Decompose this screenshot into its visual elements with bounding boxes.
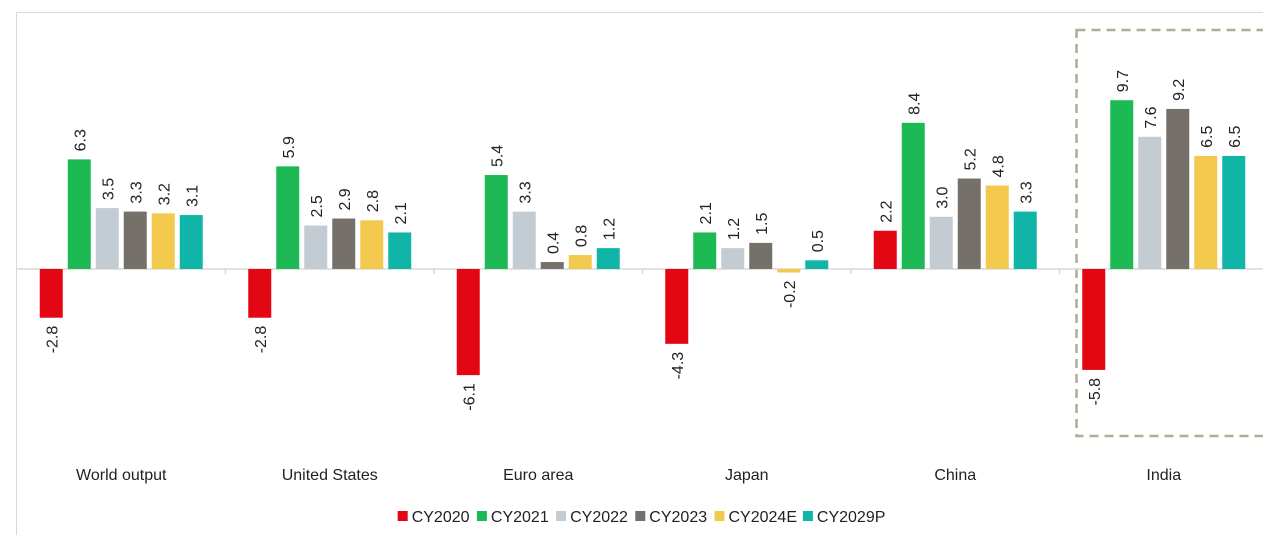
data-label: 9.2 xyxy=(1171,79,1188,101)
legend-swatch xyxy=(556,511,567,521)
data-label: 3.3 xyxy=(128,181,145,203)
legend-swatch xyxy=(397,511,408,521)
legend: CY2020 CY2021 CY2022 CY2023 CY2024E CY2029P xyxy=(397,509,886,526)
data-label: 8.4 xyxy=(906,92,923,114)
data-label: 1.2 xyxy=(726,218,743,240)
data-label: -0.2 xyxy=(782,280,799,308)
data-label: 1.2 xyxy=(601,218,618,240)
bar-cy2022-china xyxy=(929,216,953,269)
data-label: 0.8 xyxy=(573,225,590,247)
data-label: 7.6 xyxy=(1143,106,1160,128)
data-label: 3.3 xyxy=(517,181,534,203)
data-label: 3.1 xyxy=(184,185,201,207)
data-label: -4.3 xyxy=(670,352,687,380)
bar-cy2020-united-states xyxy=(248,269,272,318)
data-label: 3.3 xyxy=(1018,181,1035,203)
category-label: United States xyxy=(282,467,378,484)
bar-cy2024e-euro-area xyxy=(568,255,592,269)
bar-cy2021-united-states xyxy=(276,166,300,269)
legend-swatch xyxy=(635,511,646,521)
category-label: Euro area xyxy=(503,467,573,484)
bar-cy2024e-japan xyxy=(777,269,801,273)
data-label: 5.4 xyxy=(489,145,506,167)
bar-cy2029p-india xyxy=(1222,155,1246,269)
legend-label: CY2029P xyxy=(817,509,886,526)
bar-cy2023-japan xyxy=(749,242,773,269)
bar-cy2024e-world-output xyxy=(151,213,175,269)
bar-cy2022-india xyxy=(1138,136,1162,269)
bar-cy2020-china xyxy=(873,230,897,269)
data-label: 6.5 xyxy=(1199,126,1216,148)
bar-cy2023-world-output xyxy=(123,211,147,269)
bar-cy2021-japan xyxy=(693,232,717,269)
data-label: 9.7 xyxy=(1115,70,1132,92)
bar-cy2020-world-output xyxy=(39,269,63,318)
data-label: 2.5 xyxy=(309,195,326,217)
bar-cy2021-world-output xyxy=(67,159,91,269)
category-label: India xyxy=(1146,467,1181,484)
bar-cy2022-united-states xyxy=(304,225,328,269)
chart-frame xyxy=(16,12,1263,535)
data-label: 1.5 xyxy=(754,213,771,235)
data-label: 2.9 xyxy=(337,188,354,210)
bar-cy2021-euro-area xyxy=(484,175,508,269)
data-label: 2.2 xyxy=(878,200,895,222)
data-label: -6.1 xyxy=(461,383,478,411)
data-label: 0.5 xyxy=(810,230,827,252)
category-label: Japan xyxy=(725,467,769,484)
bar-cy2029p-japan xyxy=(805,260,829,269)
data-label: 6.3 xyxy=(72,129,89,151)
data-label: -2.8 xyxy=(253,326,270,354)
legend-label: CY2020 xyxy=(412,509,470,526)
legend-swatch xyxy=(476,511,487,521)
data-label: 0.4 xyxy=(545,232,562,254)
legend-label: CY2021 xyxy=(491,509,549,526)
bar-cy2029p-euro-area xyxy=(596,248,620,269)
data-label: 5.2 xyxy=(962,148,979,170)
bar-cy2023-united-states xyxy=(332,218,356,269)
data-label: 2.1 xyxy=(698,202,715,224)
legend-label: CY2022 xyxy=(570,509,628,526)
legend-swatch xyxy=(802,511,813,521)
bar-cy2020-japan xyxy=(665,269,689,344)
bar-cy2020-euro-area xyxy=(456,269,480,376)
data-label: 3.0 xyxy=(934,186,951,208)
data-label: 6.5 xyxy=(1227,126,1244,148)
data-label: 5.9 xyxy=(281,136,298,158)
legend-label: CY2023 xyxy=(649,509,707,526)
bar-cy2024e-india xyxy=(1194,155,1218,269)
data-label: 4.8 xyxy=(990,155,1007,177)
bar-cy2021-india xyxy=(1110,100,1134,269)
data-label: -5.8 xyxy=(1087,378,1104,406)
data-label: -2.8 xyxy=(44,326,61,354)
bar-cy2029p-china xyxy=(1013,211,1037,269)
bar-cy2029p-world-output xyxy=(179,215,203,269)
data-label: 3.2 xyxy=(156,183,173,205)
bar-cy2022-euro-area xyxy=(512,211,536,269)
bar-cy2029p-united-states xyxy=(388,232,412,269)
bar-cy2023-india xyxy=(1166,108,1190,269)
bar-cy2024e-united-states xyxy=(360,220,384,269)
bar-cy2021-china xyxy=(901,122,925,269)
data-label: 2.8 xyxy=(365,190,382,212)
bar-cy2024e-china xyxy=(985,185,1009,269)
bar-cy2022-world-output xyxy=(95,208,119,269)
highlight-box xyxy=(1075,28,1263,438)
data-label: 3.5 xyxy=(100,178,117,200)
bar-cy2022-japan xyxy=(721,248,745,269)
legend-label: CY2024E xyxy=(729,509,798,526)
data-label: 2.1 xyxy=(393,202,410,224)
bar-cy2023-china xyxy=(957,178,981,269)
category-label: China xyxy=(934,467,976,484)
category-label: World output xyxy=(76,467,167,484)
legend-swatch xyxy=(714,511,725,521)
bar-cy2023-euro-area xyxy=(540,262,564,269)
bar-cy2020-india xyxy=(1082,269,1106,370)
